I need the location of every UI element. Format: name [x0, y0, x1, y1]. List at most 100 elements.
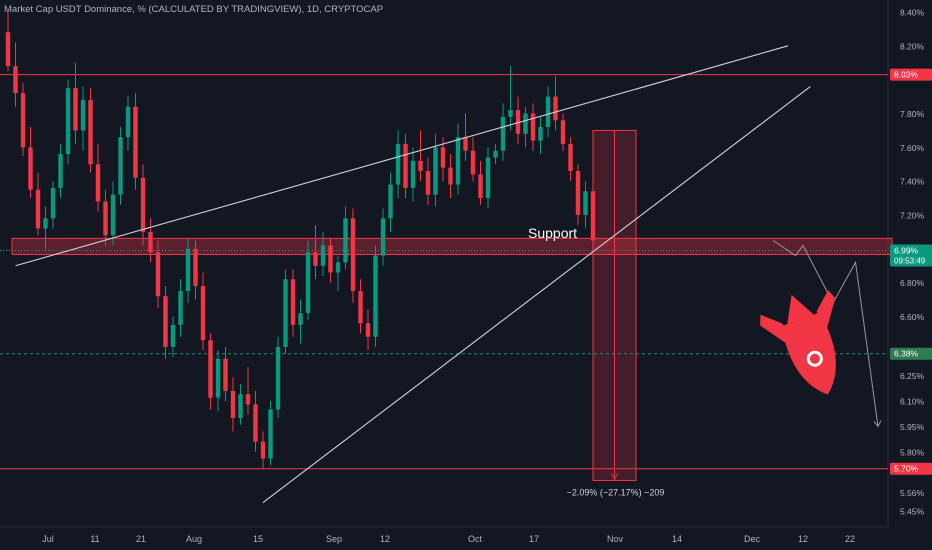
candle-body-32 — [245, 394, 251, 405]
x-tick-label-0: Jul — [42, 534, 54, 544]
candle-body-22 — [170, 324, 176, 347]
candle-body-37 — [283, 279, 288, 347]
candle-body-24 — [185, 248, 191, 292]
price-badge-3 — [890, 462, 932, 475]
candle-body-44 — [335, 262, 341, 273]
x-tick-label-2: 21 — [136, 534, 146, 544]
candle-body-26 — [200, 286, 206, 341]
candle-body-23 — [178, 291, 183, 325]
candle-body-6 — [50, 187, 56, 219]
candle-body-50 — [380, 218, 386, 256]
candle-body-7 — [58, 154, 63, 188]
candle-body-31 — [238, 394, 243, 418]
candle-body-12 — [95, 164, 101, 202]
candle-body-62 — [470, 150, 476, 175]
candle-body-58 — [440, 147, 446, 168]
candle-body-67 — [508, 110, 513, 117]
x-tick-label-1: 11 — [90, 534, 99, 544]
support-zone — [11, 237, 893, 256]
candle-body-1 — [13, 66, 18, 94]
candle-body-75 — [568, 143, 573, 172]
x-tick-label-11: Dec — [744, 534, 761, 544]
candle-body-63 — [478, 174, 483, 199]
candle-body-65 — [493, 150, 498, 158]
candle-body-61 — [463, 137, 468, 151]
candle-body-52 — [395, 143, 401, 185]
candle-body-42 — [320, 245, 326, 266]
candle-body-64 — [485, 157, 491, 199]
candle-body-21 — [163, 296, 168, 347]
candle-body-16 — [125, 106, 131, 138]
candle-body-25 — [193, 248, 198, 287]
candle-body-53 — [403, 143, 408, 188]
y-tick-label-10: 5.95% — [900, 422, 925, 432]
y-tick-label-5: 7.20% — [900, 210, 925, 220]
rocket-icon — [760, 290, 836, 395]
candle-body-66 — [500, 116, 506, 151]
y-tick-label-8: 6.25% — [900, 371, 925, 381]
trendline-0 — [15, 45, 789, 267]
support-label: Support — [528, 225, 577, 241]
candle-body-56 — [425, 171, 431, 195]
candle-body-0 — [5, 32, 11, 67]
candle-body-73 — [553, 96, 558, 121]
candle-body-54 — [410, 160, 416, 188]
candle-body-10 — [80, 99, 86, 131]
candle-body-36 — [275, 346, 281, 410]
trendline-1 — [262, 85, 811, 503]
candle-body-49 — [373, 255, 378, 337]
candle-body-69 — [523, 113, 528, 134]
candle-body-8 — [65, 88, 71, 155]
candle-body-40 — [305, 252, 311, 314]
x-tick-label-6: 12 — [380, 534, 390, 544]
y-tick-label-1: 8.20% — [900, 41, 925, 51]
candle-body-11 — [88, 99, 93, 165]
y-tick-label-9: 6.10% — [900, 397, 925, 407]
candle-body-45 — [343, 218, 348, 263]
candle-body-33 — [253, 404, 258, 442]
candle-body-4 — [35, 189, 41, 229]
candle-body-20 — [155, 252, 161, 297]
x-tick-label-4: 15 — [253, 534, 263, 544]
y-tick-label-12: 5.56% — [900, 488, 925, 498]
candle-body-74 — [560, 120, 566, 144]
candle-body-17 — [133, 106, 138, 178]
candle-body-39 — [298, 313, 303, 325]
candle-body-78 — [590, 191, 596, 241]
candle-body-76 — [575, 171, 581, 215]
projection-arrowhead — [873, 420, 882, 428]
candle-body-46 — [350, 218, 356, 292]
candle-body-71 — [538, 127, 543, 141]
y-tick-label-6: 6.80% — [900, 278, 925, 288]
candle-body-47 — [358, 291, 363, 324]
candle-body-55 — [418, 160, 423, 172]
drop-measure-arrowhead — [611, 473, 618, 481]
y-tick-label-11: 5.80% — [900, 447, 925, 457]
candle-body-18 — [140, 177, 146, 232]
y-tick-label-0: 8.40% — [900, 8, 925, 18]
price-badge-label-1: 6.99% — [894, 246, 919, 256]
candle-body-35 — [268, 409, 273, 459]
price-badge-1 — [890, 244, 932, 267]
candle-body-41 — [313, 252, 318, 266]
candle-body-43 — [328, 245, 333, 273]
candle-body-9 — [73, 88, 78, 131]
candle-body-2 — [20, 93, 26, 148]
candle-body-30 — [230, 390, 236, 418]
x-tick-label-13: 22 — [845, 534, 855, 544]
candle-body-77 — [583, 191, 588, 215]
price-badge-2 — [890, 347, 932, 360]
x-tick-label-12: 12 — [798, 534, 808, 544]
candle-body-29 — [223, 358, 228, 391]
price-badge-label-0: 8.03% — [894, 70, 919, 80]
price-badge-label-2: 6.38% — [894, 349, 919, 359]
chart-title: Market Cap USDT Dominance, % (CALCULATED… — [4, 4, 384, 15]
candle-body-28 — [215, 358, 221, 398]
candle-body-59 — [448, 167, 453, 185]
candle-body-5 — [43, 218, 48, 229]
price-badge-sublabel-1: 09:53:49 — [894, 257, 926, 266]
candle-body-38 — [290, 279, 296, 325]
candle-body-15 — [118, 137, 123, 195]
